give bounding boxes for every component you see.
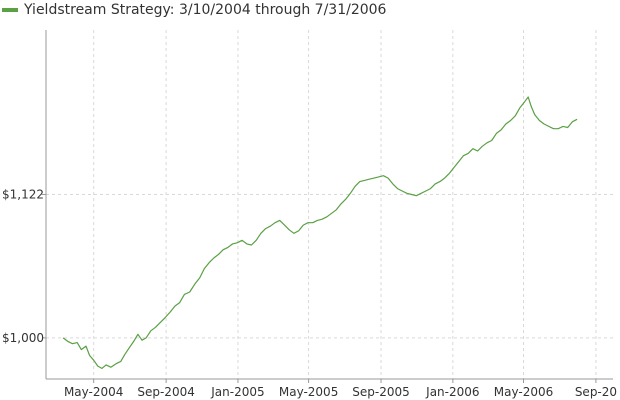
x-tick-label: Sep-20: [575, 385, 617, 399]
series-line: [62, 96, 578, 369]
x-tick-label: May-2004: [64, 385, 123, 399]
x-tick-label: Jan-2005: [210, 385, 264, 399]
y-tick-label: $1,000: [2, 331, 44, 345]
x-tick-label: Sep-2004: [137, 385, 195, 399]
x-tick-label: May-2006: [494, 385, 553, 399]
series-group: [62, 96, 578, 369]
x-tick-label: Sep-2005: [352, 385, 410, 399]
plot-frame: [45, 30, 613, 380]
x-axis: May-2004 Sep-2004 Jan-2005 May-2005 Sep-2005…: [64, 379, 617, 399]
legend-label: Yieldstream Strategy: 3/10/2004 through …: [24, 2, 387, 18]
chart-legend: Yieldstream Strategy: 3/10/2004 through …: [0, 0, 386, 20]
x-tick-label: May-2005: [279, 385, 338, 399]
grid-lines: [46, 30, 613, 379]
y-axis: $1,000 $1,122: [2, 188, 46, 345]
y-tick-label: $1,122: [2, 188, 44, 202]
legend-swatch: [2, 8, 18, 12]
x-tick-label: Jan-2006: [425, 385, 479, 399]
